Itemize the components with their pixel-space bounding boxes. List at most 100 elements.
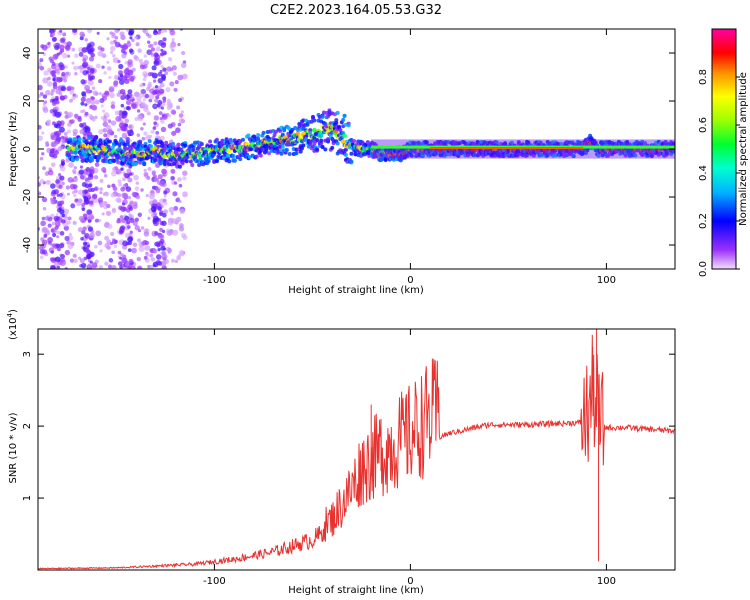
heatmap-cell	[94, 99, 100, 105]
heatmap-cell	[151, 72, 158, 79]
heatmap-cell	[238, 157, 243, 162]
heatmap-cell	[104, 235, 109, 241]
heatmap-cell	[42, 107, 49, 113]
heatmap-cell	[175, 127, 181, 134]
heatmap-cell	[559, 142, 564, 147]
heatmap-cell	[38, 125, 42, 130]
heatmap-cell	[142, 122, 146, 126]
heatmap-cell	[79, 36, 84, 41]
heatmap-cell	[147, 139, 152, 144]
heatmap-cell	[88, 75, 93, 81]
heatmap-cell	[145, 252, 150, 257]
heatmap-cell	[160, 106, 164, 110]
heatmap-cell	[98, 92, 102, 96]
heatmap-cell	[66, 129, 72, 134]
heatmap-cell	[160, 126, 167, 133]
heatmap-cell	[273, 129, 278, 134]
heatmap-cell	[153, 104, 157, 108]
heatmap-cell	[107, 264, 112, 269]
heatmap-cell	[68, 137, 73, 142]
heatmap-cell	[160, 48, 164, 52]
heatmap-cell	[153, 177, 159, 183]
heatmap-cell	[319, 133, 324, 138]
heatmap-cell	[85, 249, 91, 254]
y-tick-label: 20	[22, 95, 33, 108]
heatmap-cell	[153, 79, 157, 83]
heatmap-cell	[56, 76, 63, 83]
heatmap-cell	[80, 79, 86, 85]
heatmap-cell	[538, 140, 543, 145]
heatmap-cell	[103, 71, 107, 75]
heatmap-cell	[40, 220, 47, 227]
heatmap-cell	[110, 120, 117, 126]
heatmap-cell	[346, 123, 351, 128]
heatmap-cell	[117, 70, 123, 76]
heatmap-cell	[122, 110, 128, 116]
heatmap-cell	[143, 168, 147, 172]
heatmap-cell	[152, 248, 158, 254]
heatmap-cell	[59, 231, 65, 236]
heatmap-cell	[55, 123, 61, 129]
heatmap-cell	[100, 116, 105, 120]
heatmap-cell	[99, 178, 104, 183]
heatmap-cell	[126, 220, 131, 225]
heatmap-cell	[178, 113, 184, 118]
heatmap-cell	[158, 234, 163, 239]
heatmap-cell	[176, 105, 181, 110]
heatmap-cell	[72, 220, 77, 225]
heatmap-cell	[129, 200, 134, 205]
heatmap-cell	[110, 101, 116, 106]
heatmap-cell	[125, 186, 132, 192]
heatmap-cell	[138, 58, 143, 64]
heatmap-cell	[86, 209, 93, 216]
heatmap-cell	[173, 181, 178, 185]
heatmap-cell	[84, 38, 88, 42]
heatmap-cell	[43, 100, 48, 104]
heatmap-cell	[246, 133, 251, 138]
heatmap-cell	[173, 206, 179, 211]
heatmap-cell	[140, 88, 147, 95]
heatmap-cell	[168, 102, 174, 108]
heatmap-cell	[182, 191, 188, 198]
heatmap-cell	[182, 170, 188, 176]
heatmap-cell	[153, 158, 158, 163]
heatmap-cell	[104, 191, 110, 197]
heatmap-cell	[39, 58, 44, 63]
heatmap-cell	[149, 193, 155, 200]
heatmap-cell	[115, 197, 120, 203]
heatmap-cell	[120, 125, 127, 132]
heatmap-cell	[56, 265, 61, 269]
heatmap-cell	[105, 210, 112, 216]
heatmap-cell	[171, 38, 175, 42]
heatmap-cell	[137, 48, 142, 53]
heatmap-cell	[516, 141, 521, 146]
heatmap-cell	[78, 52, 84, 57]
heatmap-cell	[172, 71, 177, 76]
heatmap-cell	[142, 77, 147, 82]
heatmap-cell	[137, 212, 143, 217]
heatmap-cell	[133, 55, 138, 60]
heatmap-cell	[80, 109, 84, 114]
heatmap-cell	[54, 256, 61, 263]
heatmap-cell	[267, 151, 272, 156]
snr-frame	[37, 328, 676, 571]
heatmap-cell	[90, 52, 95, 58]
heatmap-cell	[74, 53, 79, 58]
heatmap-cell	[308, 130, 313, 135]
heatmap-cell	[159, 52, 165, 57]
heatmap-cell	[120, 186, 126, 192]
heatmap-cell	[335, 110, 340, 115]
heatmap-cell	[64, 235, 70, 242]
heatmap-cell	[104, 221, 110, 227]
heatmap-cell	[63, 78, 67, 83]
y-tick-label: 40	[22, 47, 33, 60]
heatmap-cell	[82, 213, 86, 217]
heatmap-cell	[150, 189, 155, 194]
heatmap-cell	[127, 236, 133, 243]
heatmap-cell	[58, 192, 63, 197]
colorbar-tick-label: 0.0	[698, 261, 709, 277]
heatmap-cell	[106, 239, 112, 245]
heatmap-cell	[104, 242, 110, 249]
heatmap-cell	[352, 139, 357, 144]
heatmap-cell	[155, 254, 162, 260]
